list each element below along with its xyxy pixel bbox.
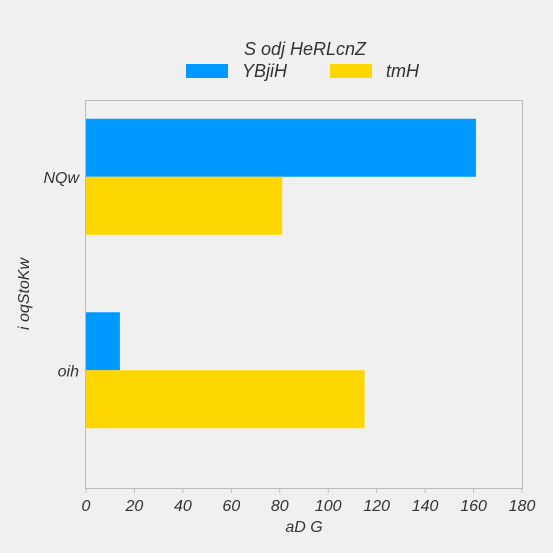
legend-swatch-tmH [330,64,372,78]
bar-YBjiH-oih [86,312,120,371]
x-tick-label: 40 [174,498,192,515]
legend-label-YBjiH: YBjiH [242,61,288,81]
x-axis-label: aD G [285,519,322,536]
legend: YBjiH tmH [186,61,420,81]
x-tick-label: 140 [412,498,439,515]
bars-group [86,118,476,429]
x-tick-label: 60 [222,498,240,515]
plot-area [85,100,523,489]
x-tick-label: 180 [509,498,536,515]
x-axis-ticks: 0 20 40 60 80 100 120 140 160 180 [82,488,536,515]
y-tick-label: NQw [43,170,80,187]
bar-YBjiH-NQw [86,118,476,177]
x-tick-label: 0 [82,498,91,515]
y-axis-categories: NQw oih [43,170,80,381]
x-tick-label: 20 [125,498,144,515]
y-tick-label: oih [58,363,79,380]
x-tick-label: 160 [460,498,487,515]
legend-title: S odj HeRLcnZ [244,39,367,59]
x-tick-label: 80 [271,498,289,515]
y-axis-label: i oqStoKw [16,257,33,330]
bar-tmH-NQw [86,176,283,235]
bar-tmH-oih [86,370,365,429]
x-tick-label: 120 [363,498,390,515]
legend-swatch-YBjiH [186,64,228,78]
legend-label-tmH: tmH [386,61,420,81]
x-tick-label: 100 [315,498,342,515]
